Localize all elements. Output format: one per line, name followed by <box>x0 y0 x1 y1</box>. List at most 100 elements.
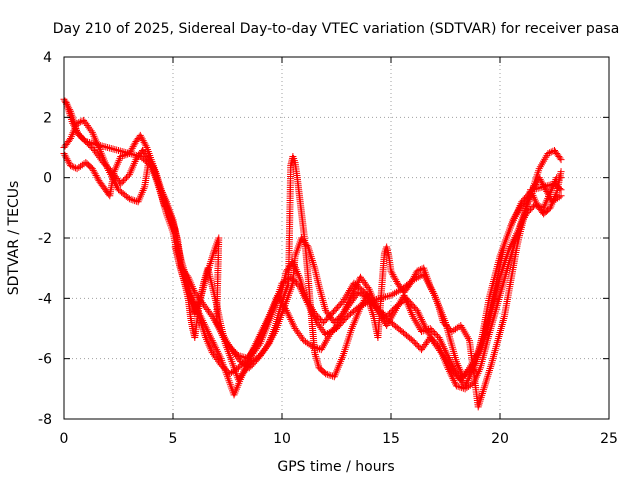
x-tick-label: 10 <box>273 431 291 447</box>
data-point <box>444 352 452 360</box>
data-point <box>446 357 454 365</box>
data-point <box>441 320 449 328</box>
data-point <box>273 296 281 304</box>
data-point <box>389 290 397 298</box>
data-point <box>439 343 447 351</box>
data-point <box>426 325 434 332</box>
data-point <box>223 367 231 375</box>
data-point <box>450 376 458 384</box>
data-point <box>208 337 216 345</box>
data-point <box>353 280 361 288</box>
data-point <box>270 302 278 310</box>
y-tick-label: -8 <box>38 412 52 428</box>
data-point <box>335 314 343 322</box>
data-point <box>449 375 457 383</box>
data-point <box>207 335 215 343</box>
data-point <box>320 369 328 377</box>
data-point <box>440 344 448 352</box>
data-point <box>131 197 139 205</box>
data-point <box>557 168 565 176</box>
data-point <box>102 143 110 151</box>
data-point <box>206 333 214 341</box>
data-point <box>546 149 554 157</box>
data-point <box>235 356 243 364</box>
y-axis-label: SDTVAR / TECUs <box>6 181 22 296</box>
data-point <box>351 284 359 292</box>
data-point <box>438 341 446 349</box>
data-point <box>508 239 516 247</box>
y-tick-label: 2 <box>43 110 52 126</box>
data-point <box>452 382 460 390</box>
y-tick-label: 4 <box>43 50 52 66</box>
data-point <box>506 244 514 252</box>
data-point <box>340 308 348 316</box>
data-point <box>78 117 86 125</box>
data-point <box>432 331 440 339</box>
data-point <box>436 335 444 343</box>
data-point <box>105 165 113 173</box>
data-point <box>220 364 228 372</box>
data-point <box>121 175 129 183</box>
data-point <box>333 315 341 323</box>
data-point <box>445 355 453 363</box>
data-point <box>117 153 125 161</box>
data-point <box>274 294 282 302</box>
data-point <box>413 306 421 314</box>
data-point <box>519 199 527 207</box>
data-point <box>288 317 296 325</box>
data-point <box>455 323 463 331</box>
data-point <box>118 152 126 160</box>
data-point <box>438 339 446 347</box>
data-point <box>344 299 352 307</box>
data-point <box>426 282 434 290</box>
data-point <box>509 237 517 245</box>
data-point <box>544 150 552 158</box>
y-tick-label: -2 <box>38 231 52 247</box>
data-point <box>429 288 437 296</box>
data-point <box>75 119 83 127</box>
data-point <box>85 140 93 148</box>
data-point <box>557 156 565 164</box>
data-point <box>430 290 438 298</box>
data-point <box>428 326 436 334</box>
data-point <box>285 312 293 320</box>
data-point <box>325 371 333 379</box>
data-point <box>67 162 75 170</box>
data-point <box>418 328 426 336</box>
data-point <box>414 308 422 316</box>
data-point <box>264 341 272 349</box>
data-point <box>409 337 417 345</box>
data-point <box>447 359 455 367</box>
data-point <box>330 318 338 326</box>
tick-labels: 0 5 10 15 20 25 -8 -6 -4 -2 0 2 4 <box>38 50 618 447</box>
data-point <box>413 341 421 349</box>
x-tick-label: 0 <box>60 431 69 447</box>
data-point <box>122 151 130 159</box>
data-point <box>322 370 330 378</box>
data-point <box>142 142 150 150</box>
data-point <box>420 321 428 329</box>
data-point <box>416 312 424 320</box>
data-point <box>254 339 262 347</box>
x-tick-label: 15 <box>382 431 400 447</box>
data-point <box>348 291 356 299</box>
x-tick-label: 5 <box>169 431 178 447</box>
data-point <box>284 310 292 318</box>
data-point <box>354 279 362 287</box>
data-point <box>449 363 457 371</box>
data-point <box>113 146 121 154</box>
data-point <box>286 314 294 322</box>
data-point <box>315 314 323 322</box>
data-point <box>349 290 357 298</box>
y-tick-label: -6 <box>38 352 52 368</box>
data-point <box>343 302 351 310</box>
data-point <box>456 383 464 391</box>
data-point <box>214 349 222 357</box>
data-point <box>343 300 351 308</box>
x-tick-label: 25 <box>600 431 618 447</box>
data-point <box>283 308 291 316</box>
data-point <box>289 321 297 329</box>
data-point <box>418 315 426 323</box>
data-point <box>437 337 445 345</box>
